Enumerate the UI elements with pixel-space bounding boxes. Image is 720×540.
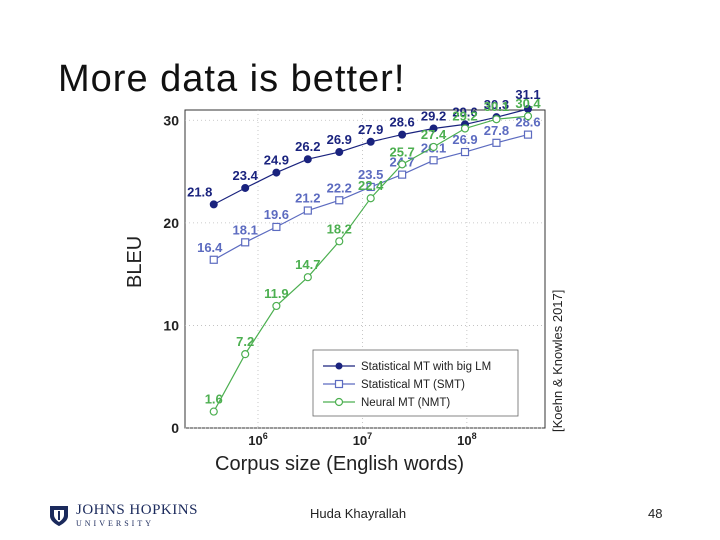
x-tick-label: 107 xyxy=(353,431,372,448)
data-point xyxy=(272,301,281,311)
data-label: 26.9 xyxy=(327,132,352,147)
data-label: 30.1 xyxy=(484,99,509,114)
data-label: 23.5 xyxy=(358,167,383,182)
data-point xyxy=(492,138,501,147)
data-label: 7.2 xyxy=(236,334,254,349)
data-label: 27.4 xyxy=(421,127,447,142)
data-point xyxy=(523,130,533,139)
legend-box xyxy=(312,349,519,417)
y-tick-label: 20 xyxy=(163,215,179,231)
citation: [Koehn & Knowles 2017] xyxy=(550,289,565,432)
data-point xyxy=(209,255,218,264)
data-point xyxy=(366,194,375,203)
data-label: 29.2 xyxy=(452,108,477,123)
x-axis-label: Corpus size (English words) xyxy=(215,453,464,475)
x-tick-label: 108 xyxy=(457,431,476,448)
data-point xyxy=(429,124,438,133)
data-point xyxy=(460,147,470,157)
data-label: 1.6 xyxy=(205,392,223,407)
data-point xyxy=(209,200,218,209)
data-point xyxy=(272,168,281,177)
y-tick-label: 0 xyxy=(171,420,179,436)
logo-line1: JOHNS HOPKINS xyxy=(76,502,198,518)
legend-label: Statistical MT (SMT) xyxy=(361,379,465,391)
data-label: 26.2 xyxy=(295,139,320,154)
data-label: 18.1 xyxy=(233,222,258,237)
legend-label: Statistical MT with big LM xyxy=(361,361,491,373)
data-point xyxy=(241,238,250,247)
footer-author: Huda Khayrallah xyxy=(310,506,407,521)
page-number: 48 xyxy=(648,506,663,521)
data-label: 29.6 xyxy=(452,104,477,119)
data-point xyxy=(303,155,312,164)
data-point xyxy=(398,170,407,179)
logo-line2: UNIVERSITY xyxy=(76,519,154,528)
data-label: 27.8 xyxy=(484,123,509,138)
data-label: 31.1 xyxy=(515,87,540,102)
data-point xyxy=(492,115,501,124)
y-axis-label: BLEU xyxy=(124,235,146,288)
shield-icon xyxy=(50,505,68,526)
university-logo: JOHNS HOPKINS UNIVERSITY xyxy=(48,503,198,528)
data-label: 29.2 xyxy=(421,108,446,123)
legend-marker xyxy=(334,379,344,389)
data-point xyxy=(303,273,312,282)
data-point xyxy=(335,148,344,157)
data-point xyxy=(366,137,375,146)
legend-marker xyxy=(334,397,344,407)
data-label: 18.2 xyxy=(327,221,352,236)
data-label: 22.4 xyxy=(358,178,384,193)
legend-label: Neural MT (NMT) xyxy=(361,397,450,409)
data-label: 23.4 xyxy=(233,168,259,183)
data-label: 26.9 xyxy=(452,132,477,147)
data-label: 25.7 xyxy=(389,144,414,159)
data-point xyxy=(429,142,438,152)
data-point xyxy=(335,237,344,246)
data-label: 30.4 xyxy=(515,96,541,111)
data-label: 16.4 xyxy=(197,240,223,255)
data-label: 24.9 xyxy=(264,153,289,168)
data-label: 30.3 xyxy=(484,97,509,112)
data-label: 28.6 xyxy=(515,115,540,130)
data-point xyxy=(209,407,218,416)
data-point xyxy=(303,206,312,215)
legend-marker xyxy=(335,362,343,370)
data-label: 19.6 xyxy=(264,207,289,222)
data-point xyxy=(460,124,470,133)
data-point xyxy=(335,196,344,205)
x-tick-label: 106 xyxy=(248,431,267,448)
data-point xyxy=(398,160,407,169)
y-tick-label: 10 xyxy=(163,317,179,333)
y-tick-label: 30 xyxy=(163,112,179,128)
data-label: 22.2 xyxy=(327,180,352,195)
data-point xyxy=(241,350,250,359)
data-label: 11.9 xyxy=(264,286,289,301)
data-point xyxy=(366,182,375,192)
data-point xyxy=(272,222,281,232)
data-label: 28.6 xyxy=(389,115,414,130)
data-point xyxy=(398,130,407,139)
data-point xyxy=(523,112,533,121)
data-label: 27.9 xyxy=(358,122,383,137)
data-point xyxy=(429,156,438,165)
data-label: 21.2 xyxy=(295,191,320,206)
data-label: 21.8 xyxy=(187,184,212,199)
data-point xyxy=(241,183,250,192)
data-label: 14.7 xyxy=(295,257,320,272)
slide-title: More data is better! xyxy=(58,58,406,100)
